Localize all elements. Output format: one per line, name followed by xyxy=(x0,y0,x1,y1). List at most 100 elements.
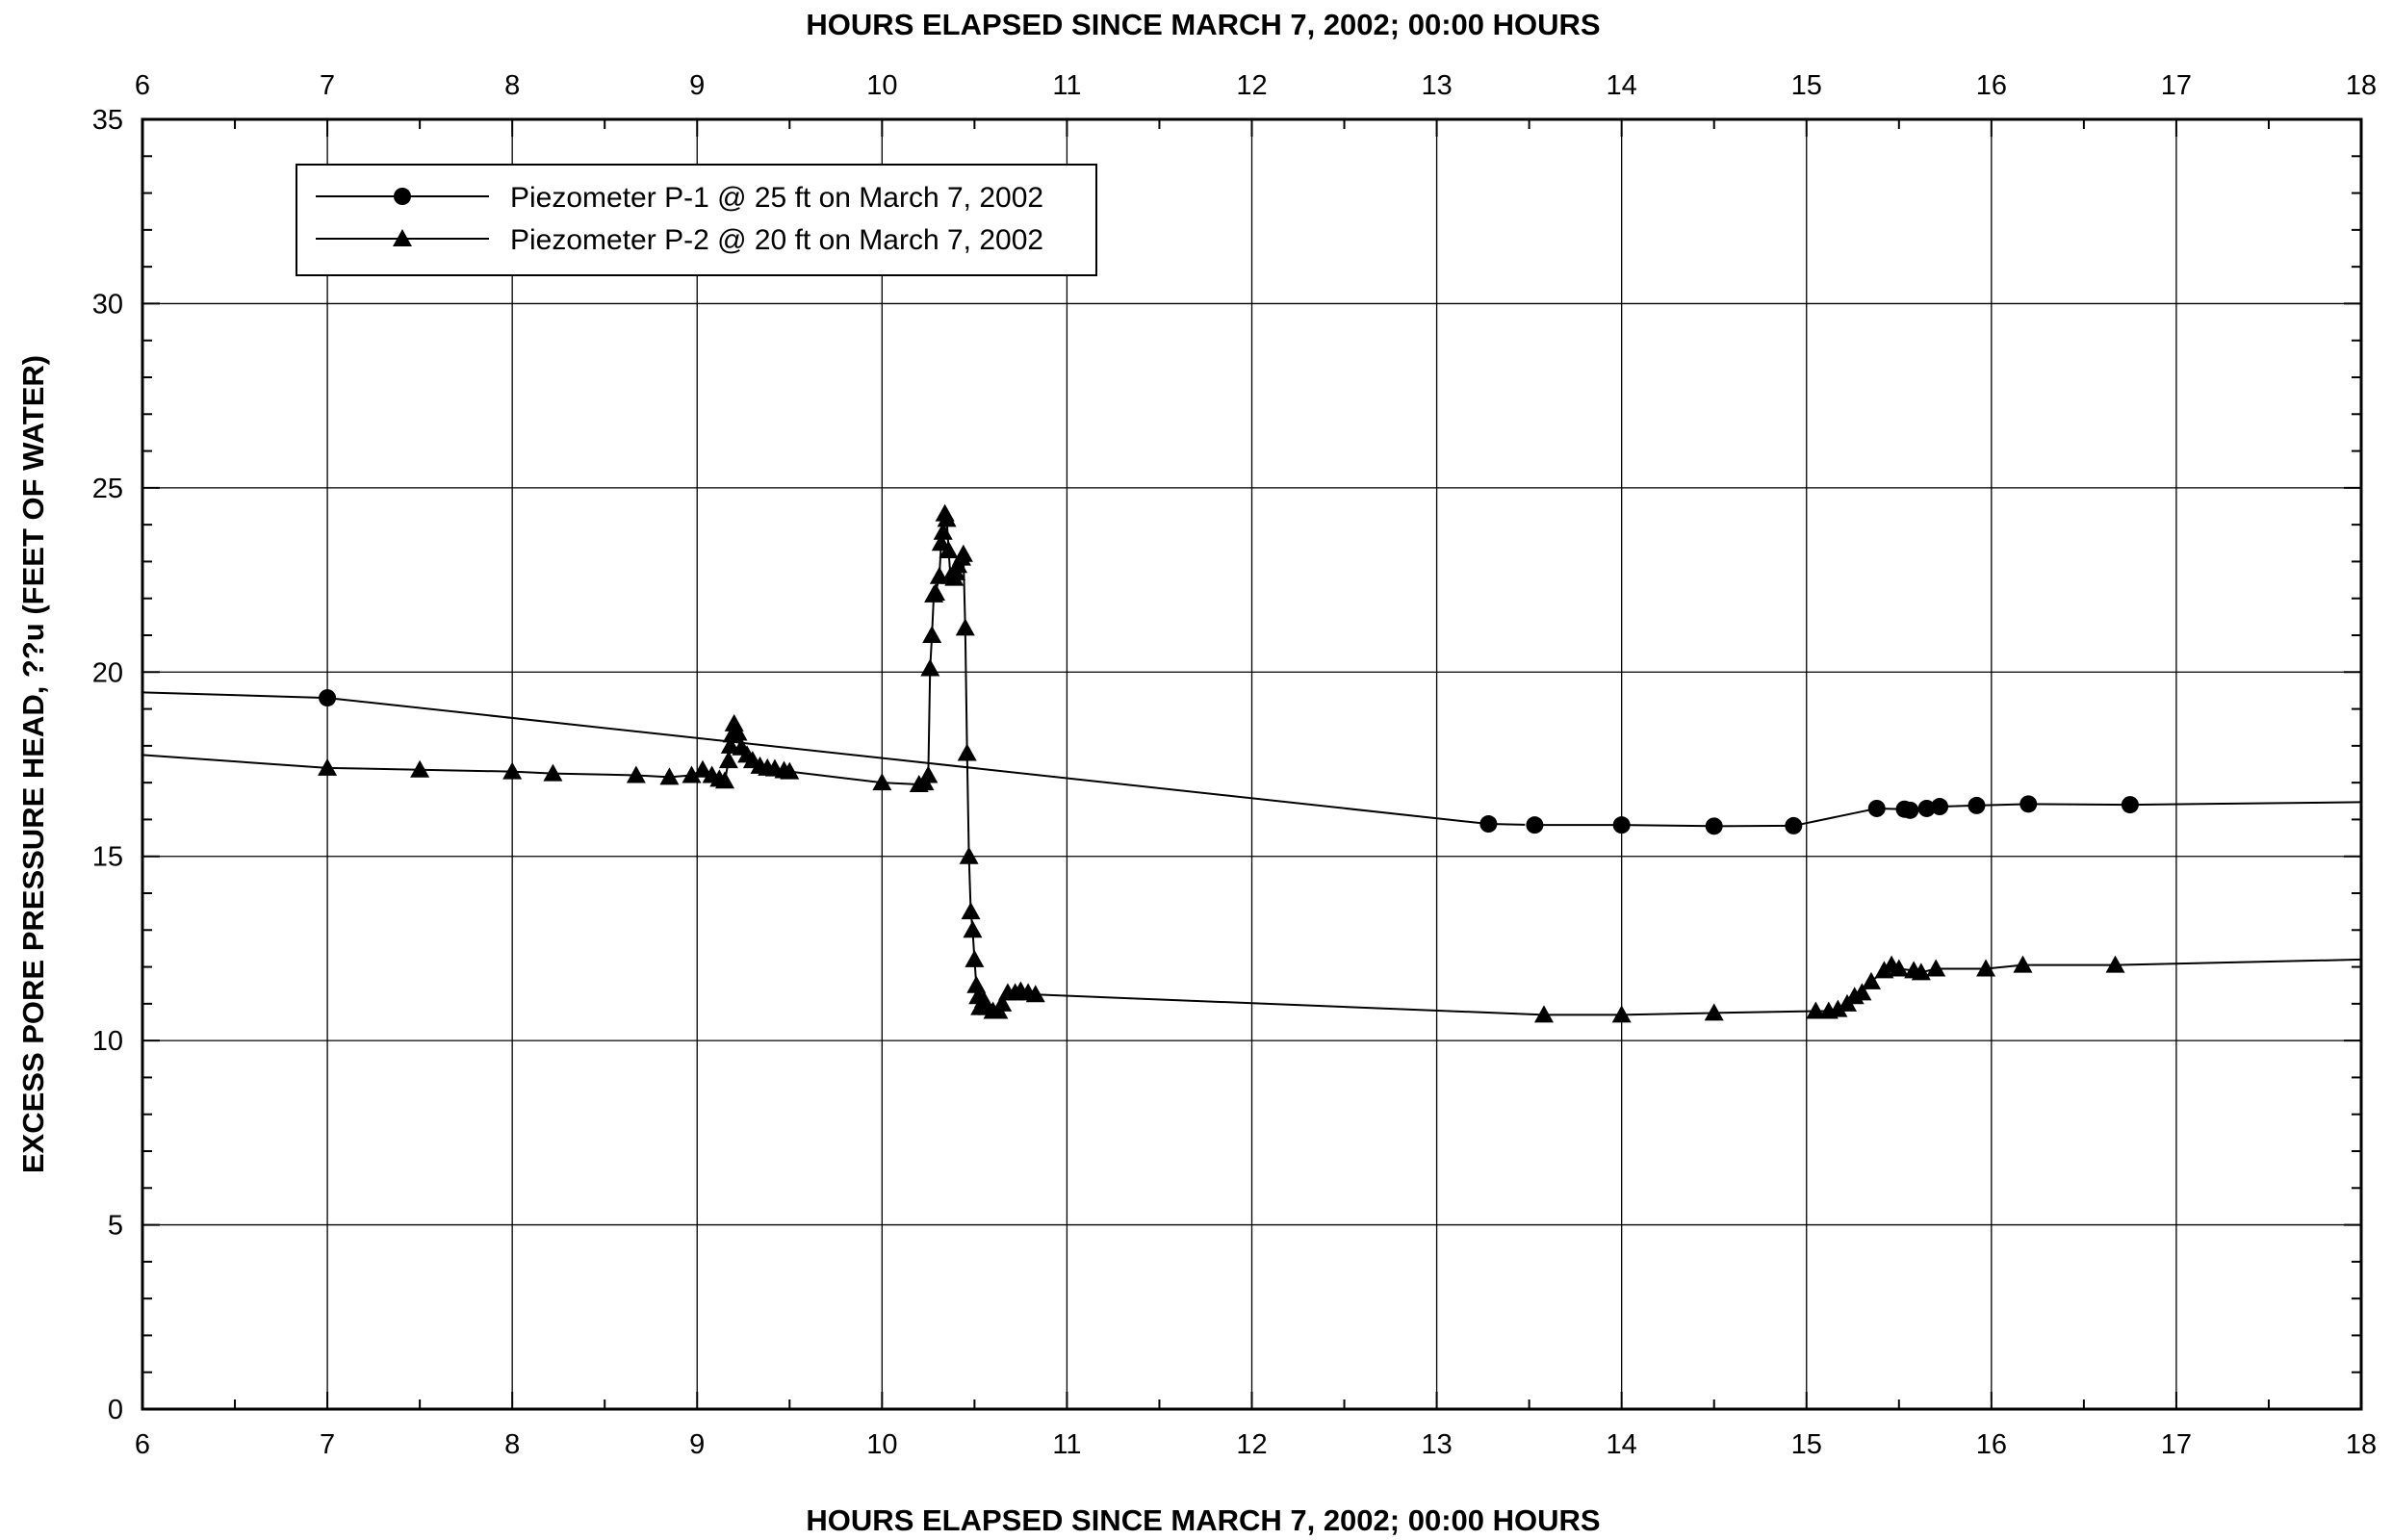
p2-data-point xyxy=(961,902,981,920)
p1-data-point xyxy=(1931,798,1949,816)
p1-data-point xyxy=(1479,815,1498,834)
p2-data-point xyxy=(1852,983,1872,1001)
series-line-segment xyxy=(1621,1012,1714,1016)
p2-data-point xyxy=(2105,955,2125,973)
p2-data-point xyxy=(2013,955,2033,973)
p2-data-point xyxy=(1926,959,1946,977)
x-tick-label-bottom: 18 xyxy=(2346,1429,2377,1460)
p2-data-point xyxy=(410,759,430,778)
x-tick-label-top: 15 xyxy=(1791,70,1822,101)
p2-data-point xyxy=(720,735,740,754)
series-layer xyxy=(141,503,2362,1023)
series-line-segment xyxy=(964,628,968,754)
legend-entry-p2: Piezometer P-2 @ 20 ft on March 7, 2002 xyxy=(316,224,1043,256)
series-line-segment xyxy=(2028,803,2130,807)
x-tick-label-bottom: 7 xyxy=(320,1429,335,1460)
p2-data-point xyxy=(1889,959,1909,977)
series-line-segment xyxy=(553,772,636,777)
legend-label-p1: Piezometer P-1 @ 25 ft on March 7, 2002 xyxy=(510,182,1043,214)
series-line-segment xyxy=(141,691,328,700)
y-axis-title: EXCESS PORE PRESSURE HEAD, ??u (FEET OF … xyxy=(16,355,50,1173)
series-line-segment xyxy=(1035,993,1545,1016)
series-1 xyxy=(141,689,2362,835)
p2-data-point xyxy=(963,920,983,938)
plot-frame xyxy=(141,117,2363,1411)
p1-data-point xyxy=(319,689,337,707)
x-tick-label-top: 7 xyxy=(320,70,335,101)
x-tick-label-bottom: 15 xyxy=(1791,1429,1822,1460)
y-tick-label: 0 xyxy=(108,1395,123,1425)
p2-data-point xyxy=(1533,1005,1554,1023)
p2-data-point xyxy=(937,509,957,527)
x-tick-label-top: 16 xyxy=(1976,70,2007,101)
p2-data-point xyxy=(715,771,735,789)
p2-data-point xyxy=(1704,1003,1724,1021)
p2-data-point xyxy=(502,761,523,780)
p2-data-point xyxy=(682,765,702,783)
x-tick-label-bottom: 9 xyxy=(689,1429,705,1460)
p2-data-point xyxy=(966,975,987,993)
legend-circle-marker-icon xyxy=(394,188,411,205)
p2-data-point xyxy=(992,993,1013,1012)
p2-data-point xyxy=(693,759,713,778)
p2-data-point xyxy=(626,765,646,783)
series-line-segment xyxy=(789,770,883,784)
x-tick-label-bottom: 12 xyxy=(1236,1429,1267,1460)
x-tick-label-bottom: 14 xyxy=(1607,1429,1637,1460)
p1-data-point xyxy=(2121,796,2139,814)
p2-data-point xyxy=(955,618,975,636)
p2-data-point xyxy=(957,743,977,761)
p1-data-point xyxy=(1901,801,1919,819)
x-tick-label-bottom: 13 xyxy=(1421,1429,1452,1460)
x-tick-label-top: 10 xyxy=(866,70,897,101)
series-line-segment xyxy=(1621,824,1714,828)
series-2 xyxy=(141,503,2362,1023)
p2-data-point xyxy=(965,949,985,967)
x-tick-label-top: 8 xyxy=(504,70,520,101)
p1-data-point xyxy=(2019,795,2038,813)
p2-data-point xyxy=(1611,1005,1632,1023)
series-line-segment xyxy=(512,770,553,775)
y-tick-label: 35 xyxy=(92,105,123,136)
p1-data-point xyxy=(1705,817,1723,835)
p2-data-point xyxy=(318,757,338,776)
bottom-x-axis-title: HOURS ELAPSED SINCE MARCH 7, 2002; 00:00… xyxy=(806,1503,1600,1537)
legend-entry-p1: Piezometer P-1 @ 25 ft on March 7, 2002 xyxy=(316,182,1043,214)
series-line-segment xyxy=(927,668,932,776)
y-tick-label: 10 xyxy=(92,1026,123,1057)
legend-box xyxy=(296,164,1097,276)
p1-data-point xyxy=(1968,796,1986,814)
series-line-segment xyxy=(1713,1010,1816,1014)
series-line-segment xyxy=(420,768,513,773)
axis-ticks xyxy=(141,118,2362,1410)
series-line-segment xyxy=(635,774,670,779)
p2-data-point xyxy=(780,761,800,780)
y-tick-label: 5 xyxy=(108,1211,123,1242)
p2-data-point xyxy=(920,658,940,677)
p2-data-point xyxy=(922,626,942,643)
x-tick-label-bottom: 17 xyxy=(2161,1429,2192,1460)
p1-data-point xyxy=(1612,816,1631,834)
p2-data-point xyxy=(959,846,979,864)
legend: Piezometer P-1 @ 25 ft on March 7, 2002 … xyxy=(296,164,1097,276)
p2-data-point xyxy=(939,540,959,558)
p1-data-point xyxy=(1867,799,1886,817)
y-tick-label: 20 xyxy=(92,657,123,688)
x-tick-label-top: 6 xyxy=(135,70,150,101)
x-tick-label-bottom: 10 xyxy=(866,1429,897,1460)
x-tick-label-bottom: 6 xyxy=(135,1429,150,1460)
p2-data-point xyxy=(1911,962,1931,981)
series-line-segment xyxy=(2115,958,2362,966)
x-tick-label-top: 12 xyxy=(1236,70,1267,101)
series-line-segment xyxy=(141,754,328,769)
p2-data-point xyxy=(718,751,738,769)
tick-labels: 6 6 7 7 8 8 9 9 10 10 11 11 12 12 13 13 14 14 15 15 16 16 17 17… xyxy=(92,70,2377,1460)
series-line-segment xyxy=(327,766,421,771)
series-line-segment xyxy=(2129,801,2362,807)
x-tick-label-top: 17 xyxy=(2161,70,2192,101)
legend-triangle-marker-icon xyxy=(393,229,412,246)
p2-data-point xyxy=(1828,999,1848,1017)
p2-data-point xyxy=(918,765,939,783)
x-tick-label-top: 13 xyxy=(1421,70,1452,101)
